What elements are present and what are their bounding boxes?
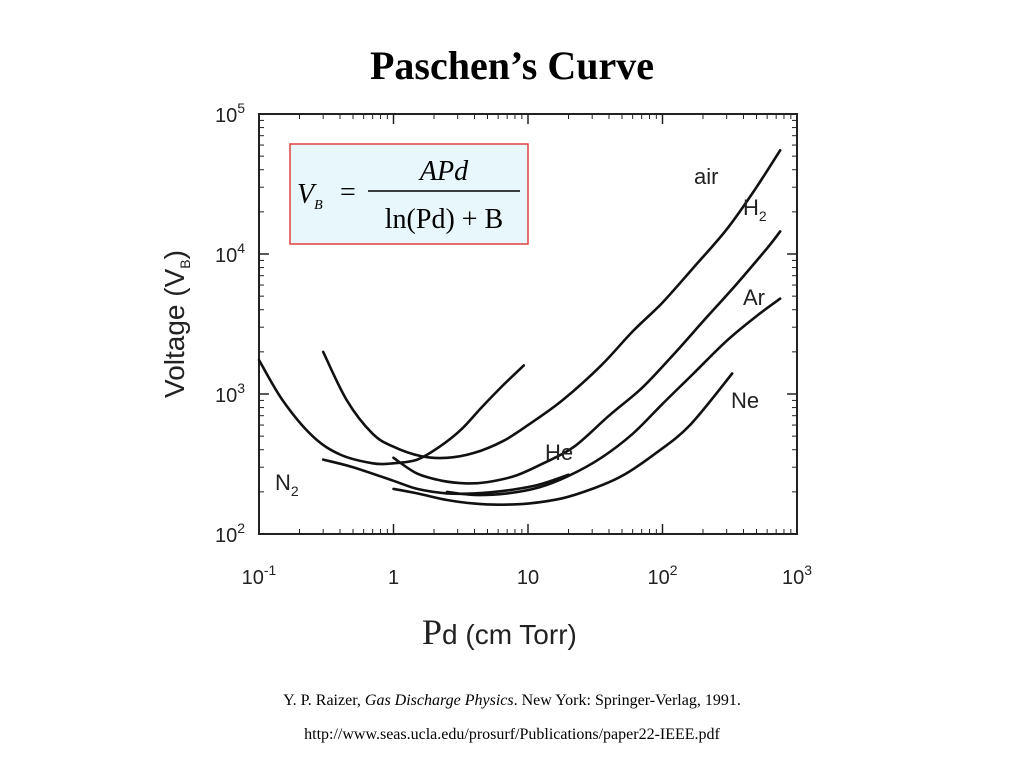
y-axis-title-sub: B (177, 259, 193, 268)
series-line-n2 (257, 358, 526, 466)
x-tick-label: 10 (517, 567, 539, 589)
y-tick-label: 105 (215, 100, 245, 127)
series-label-air: air (694, 164, 718, 189)
x-tick-label: 102 (647, 562, 677, 589)
y-tick-label-base: 10 (215, 105, 237, 127)
x-axis-title-lead: P (422, 612, 442, 652)
y-tick-label-base: 10 (215, 385, 237, 407)
citation-publisher: . New York: Springer-Verlag, 1991. (513, 692, 741, 709)
series-lines (257, 149, 782, 507)
series-label-sub: 2 (759, 208, 767, 224)
x-tick-label-exp: 2 (670, 562, 678, 578)
series-line-ne (392, 372, 734, 507)
series-line-ar (445, 297, 782, 497)
x-tick-label-exp: -1 (264, 562, 277, 578)
x-tick-label-base: 10 (517, 567, 539, 589)
citation-book: Gas Discharge Physics (364, 692, 514, 709)
series-line-h2 (392, 230, 782, 485)
citation: Y. P. Raizer, Gas Discharge Physics. New… (0, 692, 1024, 710)
series-label-ne: Ne (731, 388, 759, 413)
equation-lhs-main: V (297, 179, 317, 210)
series-label-name: Ar (743, 285, 765, 310)
y-tick-label: 104 (215, 240, 245, 267)
x-tick-label: 10-1 (242, 562, 277, 589)
y-axis-title: Voltage (VB) (159, 250, 193, 398)
x-tick-label-base: 10 (782, 567, 804, 589)
y-tick-label: 103 (215, 380, 245, 407)
series-label-h2: H2 (743, 195, 767, 224)
x-tick-label-base: 10 (647, 567, 669, 589)
series-label-n2: N2 (275, 470, 299, 499)
series-line-air (321, 149, 782, 460)
equation-equals: = (340, 177, 356, 208)
series-label-name: H (743, 195, 759, 220)
series-label-he: He (545, 440, 573, 465)
y-tick-label: 102 (215, 520, 245, 547)
y-tick-label-exp: 3 (237, 380, 245, 396)
x-axis-title: Pd (cm Torr) (422, 612, 577, 652)
y-tick-label-exp: 4 (237, 240, 245, 256)
equation-box-frame (289, 143, 529, 245)
series-label-name: N (275, 470, 291, 495)
slide-title: Paschen’s Curve (369, 43, 655, 88)
x-tick-label-exp: 3 (804, 562, 812, 578)
y-tick-label-base: 10 (215, 245, 237, 267)
series-line-he (321, 458, 570, 496)
y-tick-label-exp: 5 (237, 100, 245, 116)
series-label-name: air (694, 164, 718, 189)
y-tick-label-exp: 2 (237, 520, 245, 536)
y-axis-title-main: Voltage (V (159, 268, 190, 398)
equation-box: VB = APd ln(Pd) + B (289, 143, 529, 245)
equation-numerator: APd (418, 156, 469, 187)
x-tick-label-base: 10 (242, 567, 264, 589)
x-tick-label: 103 (782, 562, 812, 589)
axis-ticks (258, 113, 798, 535)
series-label-sub: 2 (291, 483, 299, 499)
citation-author: Y. P. Raizer, (283, 692, 365, 709)
equation-lhs: VB (297, 179, 323, 213)
series-label-ar: Ar (743, 285, 765, 310)
source-url[interactable]: http://www.seas.ucla.edu/prosurf/Publica… (304, 726, 720, 743)
y-tick-label-base: 10 (215, 525, 237, 547)
equation-denominator: ln(Pd) + B (385, 204, 503, 235)
series-label-name: Ne (731, 388, 759, 413)
y-axis-title-close: ) (159, 250, 190, 259)
x-tick-label-base: 1 (388, 567, 399, 589)
x-axis-title-rest: d (cm Torr) (442, 619, 577, 650)
equation-lhs-sub: B (314, 198, 323, 213)
x-tick-label: 1 (388, 567, 399, 589)
series-label-name: He (545, 440, 573, 465)
